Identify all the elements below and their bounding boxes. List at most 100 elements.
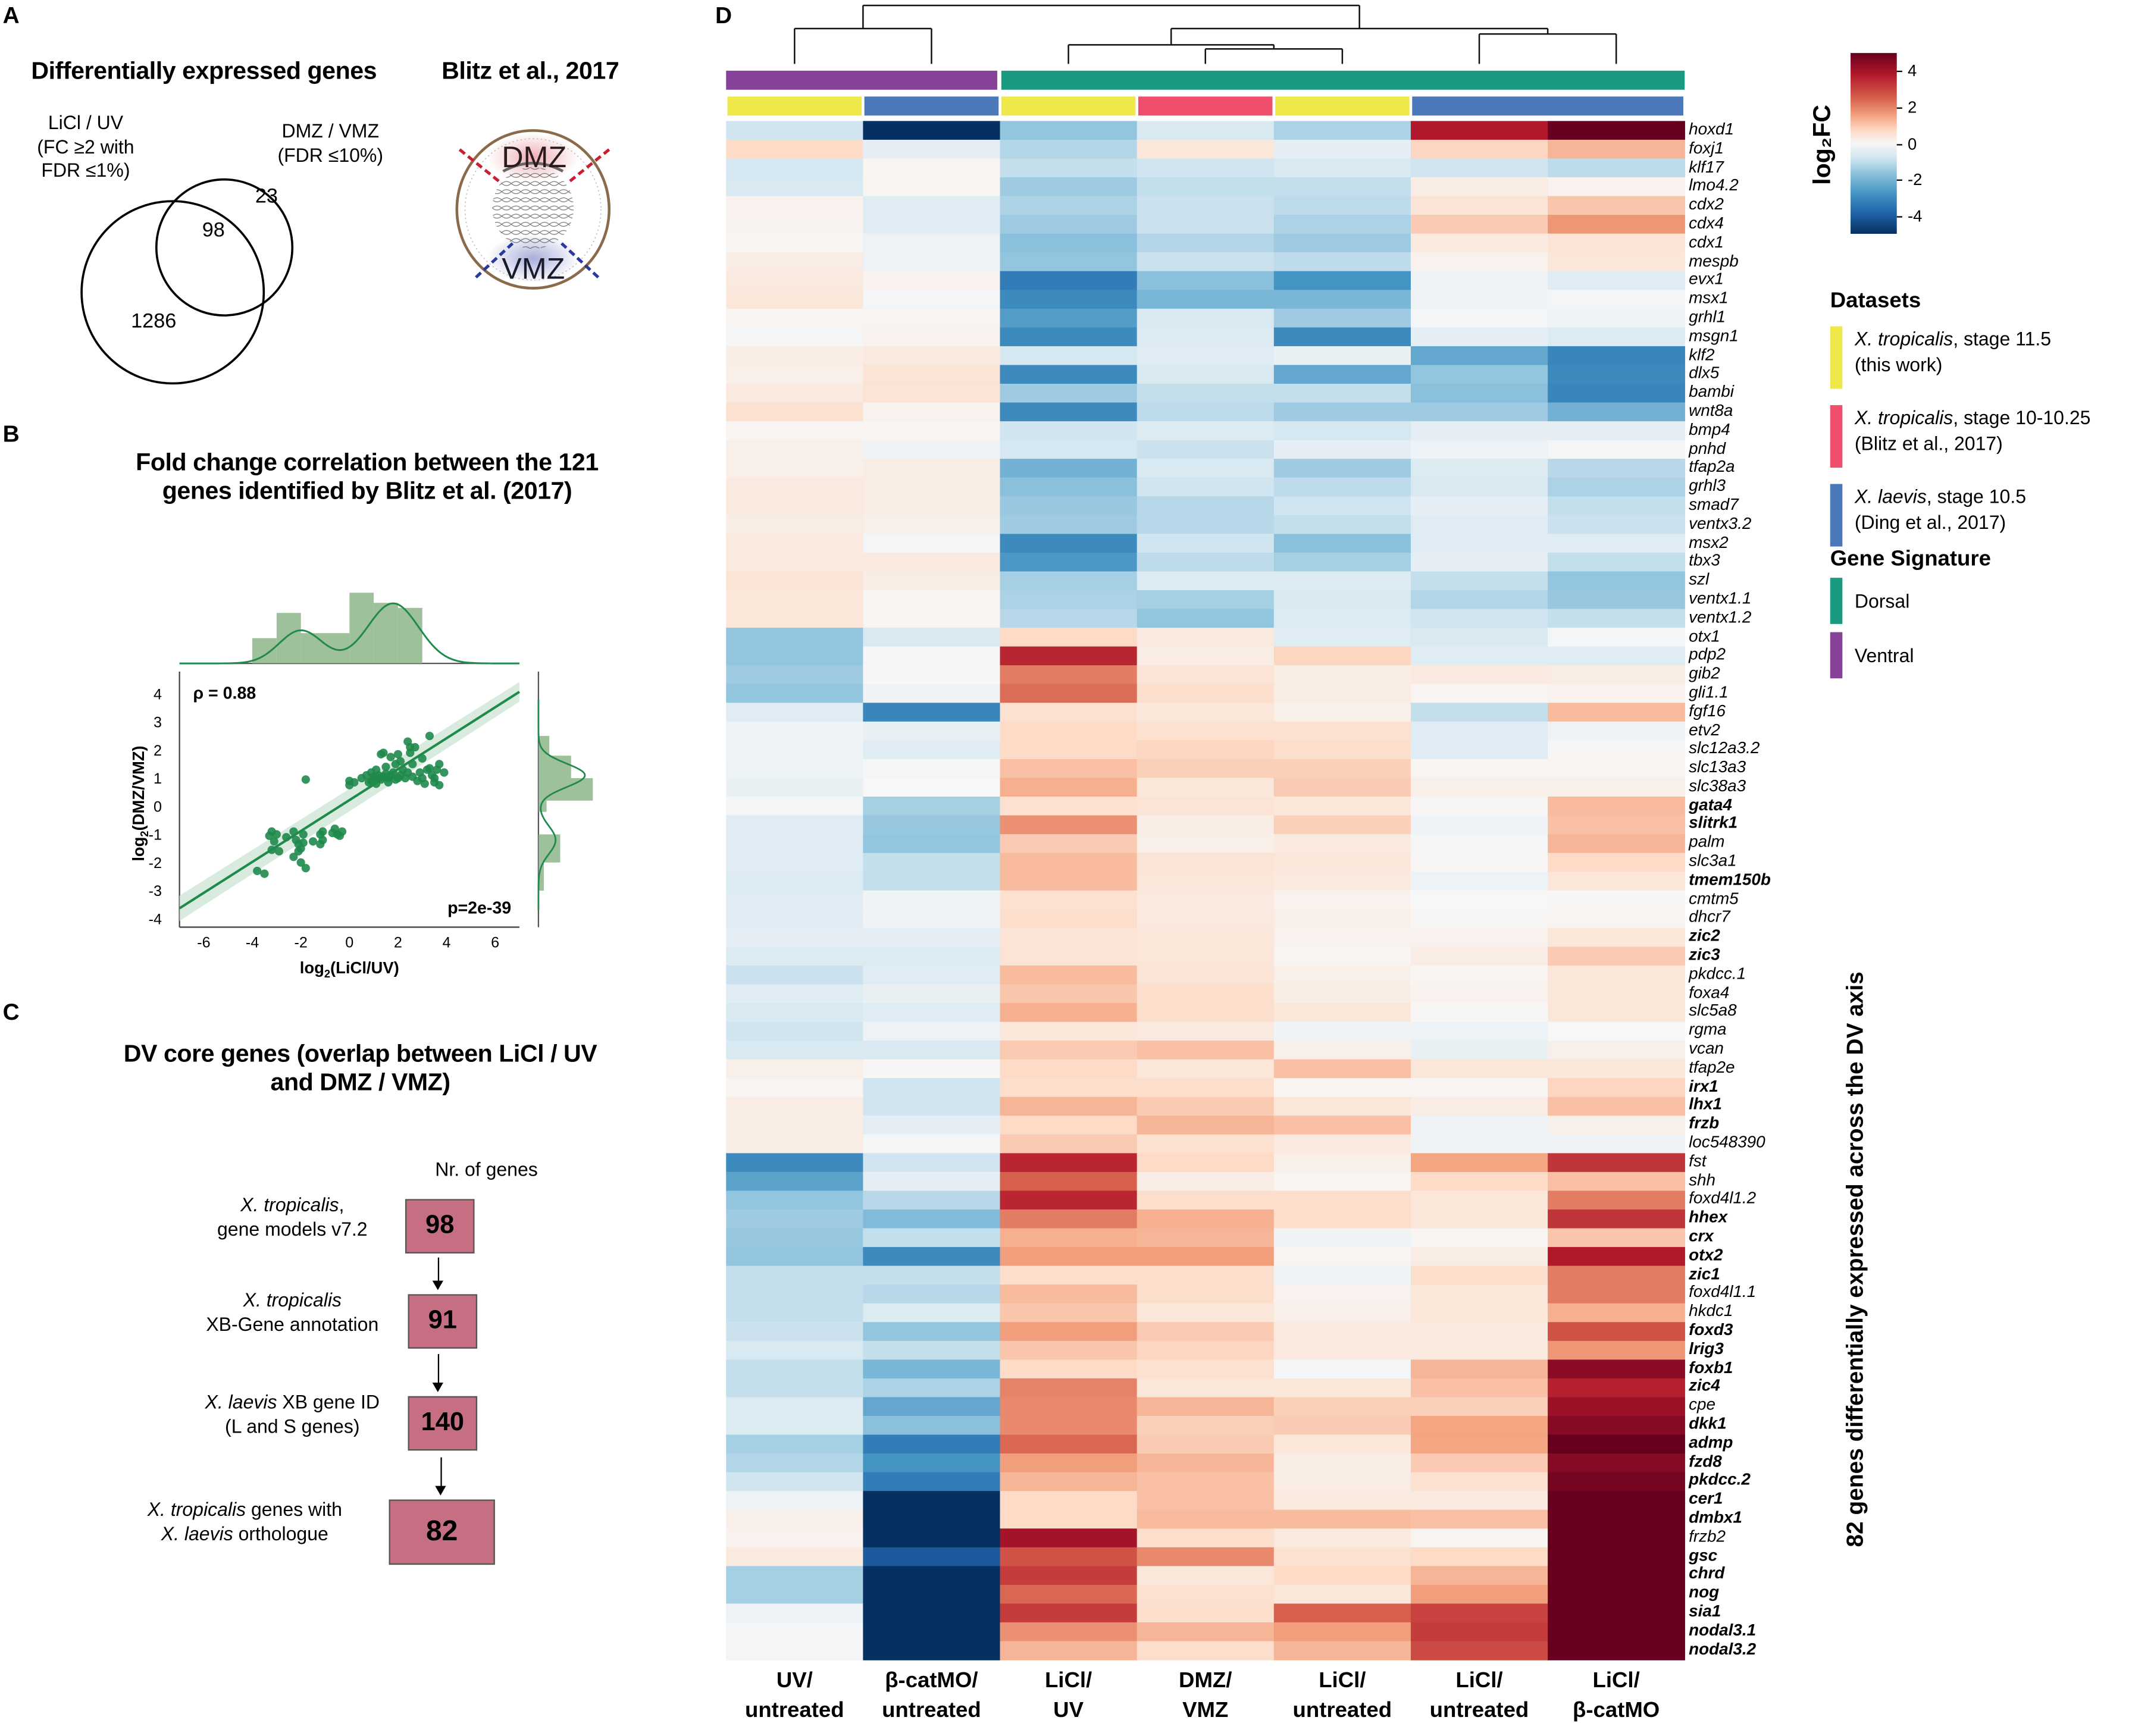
heatmap-cell [726, 384, 864, 403]
heatmap-cell [1000, 947, 1138, 966]
heatmap-cell [863, 1453, 1001, 1473]
heatmap-cell [863, 290, 1001, 309]
heatmap-cell [1410, 327, 1548, 347]
heatmap-cell [1000, 1265, 1138, 1285]
legend-item-text: X. laevis, stage 10.5 (Ding et al., 2017) [1855, 484, 2026, 546]
heatmap-cell [863, 590, 1001, 610]
column-label-bottom: untreated [882, 1699, 981, 1723]
scatter-point [289, 853, 298, 861]
heatmap-cell [726, 1096, 864, 1116]
arrow-head-icon [432, 1382, 443, 1392]
heatmap-cell [1273, 1547, 1411, 1567]
column-label: β-catMO/untreated [863, 1667, 1000, 1727]
heatmap-cell [1410, 1003, 1548, 1023]
heatmap-cell [1137, 927, 1275, 948]
heatmap-cell [1137, 1453, 1275, 1473]
scatter-point [362, 771, 371, 780]
colorbar-tick [1896, 143, 1902, 145]
heatmap-cell [1000, 684, 1138, 703]
heatmap-cell [863, 365, 1001, 384]
heatmap-cell [863, 1228, 1001, 1248]
heatmap-cell [863, 327, 1001, 347]
gene-label: pkdcc.1 [1689, 963, 1746, 983]
heatmap-cell [726, 778, 864, 797]
heatmap-cell [1410, 797, 1548, 816]
heatmap-cell [1548, 1153, 1685, 1173]
colorbar-tick-label: -4 [1907, 206, 1923, 225]
flow-step-4-count: 82 [389, 1499, 495, 1565]
venn-only-left-count: 1286 [131, 310, 177, 333]
arrow-head-icon [435, 1486, 446, 1496]
heatmap-cell [1000, 215, 1138, 234]
heatmap-cell [863, 1622, 1001, 1642]
gene-label: msx2 [1689, 532, 1729, 551]
heatmap-cell [1410, 1096, 1548, 1116]
heatmap-cell [1273, 684, 1411, 703]
heatmap-cell [1273, 778, 1411, 797]
heatmap-cell [863, 196, 1001, 215]
heatmap-cell [1410, 290, 1548, 309]
heatmap-cell [1137, 365, 1275, 384]
heatmap-cell [1137, 215, 1275, 234]
heatmap-cell [1273, 233, 1411, 253]
heatmap-cell [1548, 496, 1685, 516]
heatmap-cell [1273, 1416, 1411, 1436]
heatmap-cell [1273, 477, 1411, 497]
embryo-dmz-label: DMZ [502, 140, 567, 174]
gene-label: dhcr7 [1689, 907, 1730, 927]
heatmap-cell [726, 890, 864, 910]
heatmap-cell [1548, 1303, 1685, 1323]
heatmap-cell [1273, 628, 1411, 647]
heatmap-cell [1548, 1190, 1685, 1210]
panel-b-title-line: genes identified by Blitz et al. (2017) [162, 477, 572, 504]
gene-label: pkdcc.2 [1689, 1470, 1751, 1490]
heatmap-cell [863, 909, 1001, 929]
gene-label: loc548390 [1689, 1132, 1765, 1152]
heatmap-cell [863, 1509, 1001, 1529]
heatmap-cell [1137, 1528, 1275, 1548]
heatmap-cell [1137, 1378, 1275, 1398]
heatmap-cell [863, 459, 1001, 478]
heatmap-cell [1410, 1434, 1548, 1454]
heatmap-cell [1548, 1059, 1685, 1079]
heatmap-cell [1137, 1228, 1275, 1248]
venn-left-line: (FC ≥2 with [37, 135, 134, 157]
gene-label: gata4 [1689, 795, 1732, 814]
legend-item-dataset: X. tropicalis, stage 10-10.25 (Blitz et a… [1830, 405, 2090, 468]
gene-label: cdx1 [1689, 232, 1724, 252]
heatmap-cell [726, 177, 864, 197]
scatter-point [379, 772, 388, 781]
heatmap-cell [1137, 1134, 1275, 1154]
x-tick-label: -4 [246, 935, 259, 951]
gene-label: slc5a8 [1689, 1001, 1737, 1020]
gene-label: fzd8 [1689, 1451, 1722, 1471]
top-kde-curve [179, 602, 519, 665]
heatmap-cell [1410, 1153, 1548, 1173]
heatmap-cell [1137, 1078, 1275, 1098]
heatmap-cell [1273, 740, 1411, 760]
heatmap-cell [1137, 552, 1275, 572]
heatmap-cell [1000, 1491, 1138, 1511]
heatmap-cell [1000, 177, 1138, 197]
heatmap-cell [1137, 233, 1275, 253]
legend-text: Dorsal [1854, 589, 1910, 612]
heatmap-cell [863, 571, 1001, 591]
gene-label: cpe [1689, 1395, 1716, 1414]
heatmap-cell [1410, 459, 1548, 478]
heatmap-cell [1273, 853, 1411, 872]
scatter-point [267, 845, 276, 854]
heatmap-cell [1273, 1622, 1411, 1642]
heatmap-cell [726, 1584, 864, 1605]
heatmap-cell [1273, 365, 1411, 384]
heatmap-cell [1410, 927, 1548, 948]
scatter-point [393, 773, 402, 783]
heatmap-cell [1000, 1566, 1138, 1585]
heatmap-cell [1548, 1041, 1685, 1060]
heatmap-cell [1548, 1209, 1685, 1229]
heatmap-cell [863, 1359, 1001, 1379]
gene-label: szl [1689, 569, 1710, 589]
heatmap-cell [863, 515, 1001, 535]
heatmap-cell [1273, 1171, 1411, 1192]
heatmap-cell [1000, 1153, 1138, 1173]
heatmap-cell [1410, 1603, 1548, 1623]
